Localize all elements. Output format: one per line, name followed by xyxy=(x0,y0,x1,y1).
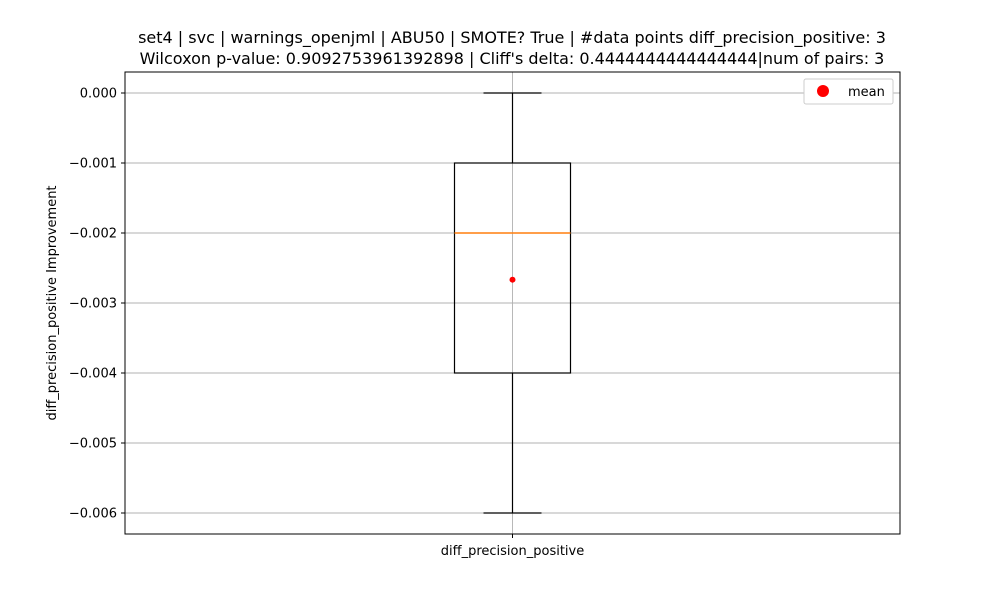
chart-title-line2: Wilcoxon p-value: 0.9092753961392898 | C… xyxy=(140,49,885,68)
legend: mean xyxy=(803,78,894,105)
y-tick-label: 0.000 xyxy=(80,87,117,102)
legend-label-mean: mean xyxy=(848,85,885,100)
x-tick-label: diff_precision_positive xyxy=(441,544,584,559)
y-tick-label: −0.005 xyxy=(69,437,117,452)
y-axis-label: diff_precision_positive Improvement xyxy=(45,185,60,420)
box-iqr xyxy=(453,162,572,374)
y-tick-label: −0.006 xyxy=(69,507,117,522)
y-tick-label: −0.004 xyxy=(69,367,117,382)
y-tick-label: −0.002 xyxy=(69,227,117,242)
legend-frame xyxy=(803,78,894,105)
y-tick-label: −0.003 xyxy=(69,297,117,312)
y-axis-ticks: 0.000 −0.001 −0.002 −0.003 −0.004 −0.005 −0.00… xyxy=(69,87,125,522)
chart-title-line1: set4 | svc | warnings_openjml | ABU50 | … xyxy=(138,28,886,48)
legend-mean-marker xyxy=(817,85,829,97)
x-axis-ticks: diff_precision_positive xyxy=(441,534,584,559)
box-series xyxy=(453,92,572,514)
y-tick-label: −0.001 xyxy=(69,157,117,172)
mean-marker xyxy=(509,276,516,283)
